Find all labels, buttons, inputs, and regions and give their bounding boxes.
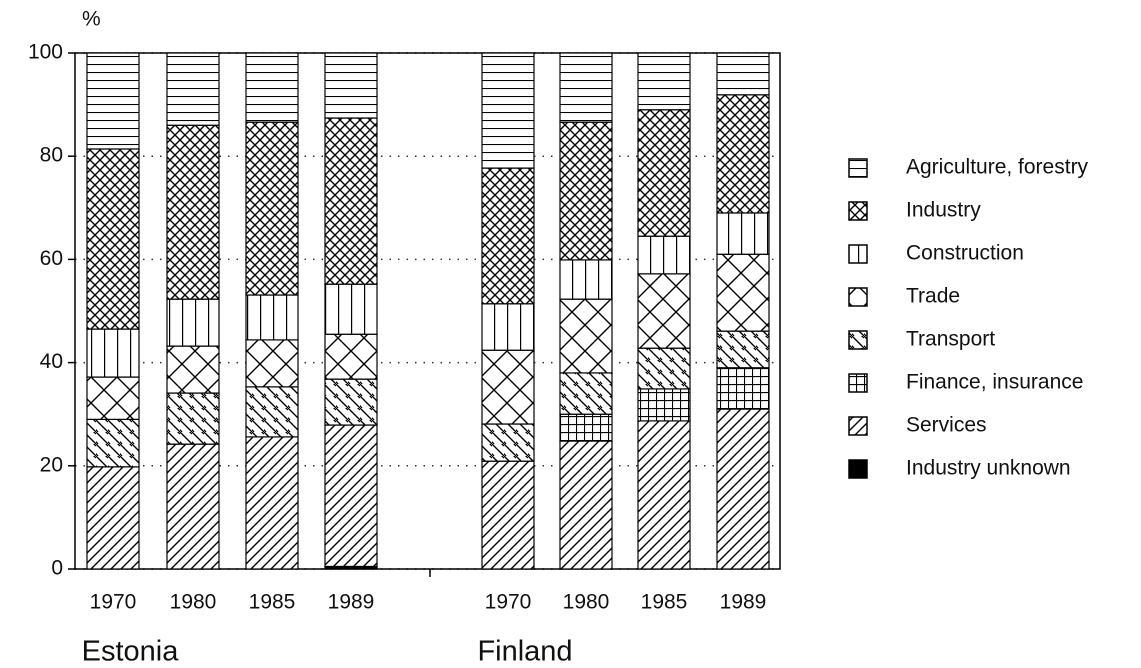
- bar-segment: [637, 109, 691, 237]
- x-tick-label: 1970: [90, 591, 137, 614]
- bar-segment: [716, 212, 770, 255]
- bar-segment: [637, 388, 691, 422]
- legend-label: Services: [906, 414, 987, 437]
- y-tick-label: 100: [28, 41, 63, 64]
- bar-segment: [716, 408, 770, 570]
- bar-segment: [245, 436, 299, 570]
- x-tick-label: 1970: [485, 591, 532, 614]
- bar-segment: [637, 273, 691, 349]
- bar-segment: [245, 294, 299, 341]
- bar-segment: [245, 386, 299, 438]
- legend-label: Industry unknown: [906, 457, 1071, 480]
- bar-segment: [481, 423, 535, 462]
- legend-label: Construction: [906, 242, 1024, 265]
- bar-segment: [637, 420, 691, 570]
- bar-segment: [324, 117, 378, 285]
- bar-segment: [324, 283, 378, 335]
- bar-segment: [86, 52, 140, 150]
- bar-segment: [166, 124, 220, 300]
- bar-segment: [245, 339, 299, 388]
- bar-segment: [166, 443, 220, 570]
- legend-swatch: [848, 287, 868, 307]
- bar-segment: [559, 52, 613, 123]
- bar-segment: [324, 52, 378, 119]
- x-tick-label: 1985: [249, 591, 296, 614]
- bar-segment: [86, 466, 140, 570]
- plot-frame: [74, 52, 781, 570]
- bar-segment: [716, 367, 770, 410]
- bar-segment: [559, 440, 613, 570]
- legend-label: Trade: [906, 285, 960, 308]
- legend-swatch: [848, 330, 868, 350]
- x-tick-label: 1989: [720, 591, 767, 614]
- bar-segment: [86, 328, 140, 378]
- x-tick-label: 1989: [328, 591, 375, 614]
- legend-swatch: [848, 459, 868, 479]
- bar-segment: [481, 167, 535, 305]
- bar-segment: [559, 259, 613, 300]
- y-tick-label: 40: [40, 350, 63, 373]
- legend-swatch: [848, 416, 868, 436]
- bar-segment: [637, 235, 691, 275]
- bar-segment: [559, 298, 613, 374]
- bar-segment: [166, 345, 220, 394]
- bar-segment: [716, 330, 770, 369]
- bar-segment: [324, 378, 378, 426]
- bar-segment: [324, 333, 378, 380]
- y-tick-label: 80: [40, 144, 63, 167]
- legend-label: Transport: [906, 328, 995, 351]
- bar-segment: [559, 413, 613, 442]
- legend-label: Industry: [906, 199, 981, 222]
- x-tick-label: 1980: [170, 591, 217, 614]
- y-axis-label: %: [82, 8, 101, 31]
- bar-segment: [716, 94, 770, 214]
- y-tick-label: 0: [51, 557, 63, 580]
- group-label: Finland: [477, 636, 572, 668]
- legend-label: Agriculture, forestry: [906, 156, 1089, 179]
- group-label: Estonia: [82, 636, 180, 668]
- bar-segment: [166, 52, 220, 126]
- legend-label: Finance, insurance: [906, 371, 1083, 394]
- x-tick-label: 1985: [641, 591, 688, 614]
- bar-segment: [166, 298, 220, 347]
- y-tick-label: 20: [40, 453, 63, 476]
- x-tick-label: 1980: [563, 591, 610, 614]
- legend-swatch: [848, 373, 868, 393]
- bar-segment: [166, 392, 220, 445]
- bar-segment: [481, 349, 535, 425]
- bar-segment: [86, 148, 140, 330]
- bar-segment: [324, 424, 378, 568]
- bar-segment: [481, 52, 535, 169]
- legend-swatch: [848, 201, 868, 221]
- bar-segment: [559, 372, 613, 415]
- bar-segment: [637, 52, 691, 111]
- legend-swatch: [848, 158, 868, 178]
- bar-segment: [716, 52, 770, 96]
- y-tick-label: 60: [40, 247, 63, 270]
- bar-segment: [86, 376, 140, 420]
- bar-segment: [245, 121, 299, 296]
- bar-segment: [559, 121, 613, 261]
- bar-segment: [245, 52, 299, 123]
- legend-swatch: [848, 244, 868, 264]
- bar-segment: [86, 418, 140, 468]
- bar-segment: [637, 347, 691, 390]
- bar-segment: [481, 460, 535, 570]
- bar-segment: [716, 253, 770, 332]
- bar-segment: [481, 303, 535, 351]
